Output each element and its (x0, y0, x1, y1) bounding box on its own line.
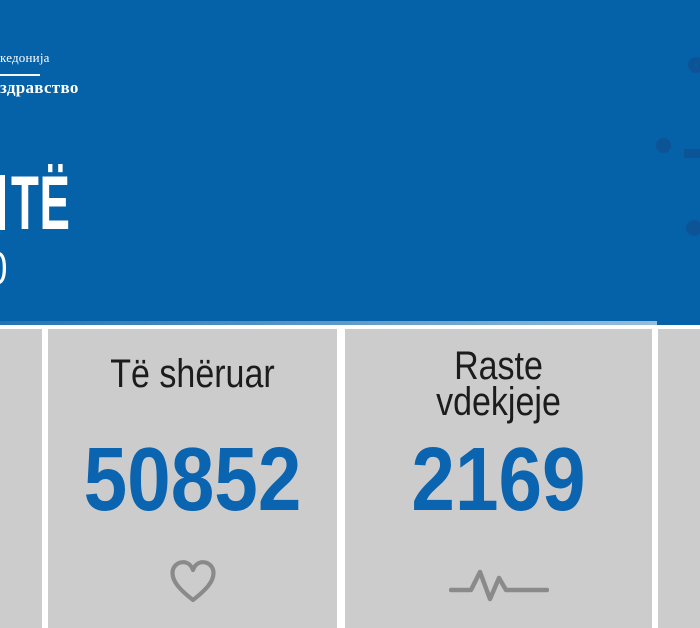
header-number: 0 (0, 245, 7, 291)
stat-label-line2: vdekjeje (436, 380, 561, 424)
stat-card-partial-left (0, 329, 42, 628)
heart-icon (169, 560, 216, 603)
stat-value: 2169 (411, 430, 586, 530)
logo-divider (0, 74, 40, 76)
logo-country-text: кедонија (0, 50, 50, 65)
stat-card-partial-right (658, 329, 700, 628)
node-ring-icon (686, 220, 700, 236)
logo-ministry-text: здравство (0, 78, 79, 97)
header-banner: кедонија здравство TË 0 (0, 0, 700, 325)
page-title: TË (11, 161, 71, 246)
node-connector-line (684, 149, 700, 158)
header-bottom-strip (0, 321, 657, 325)
stat-label-line1: Raste (454, 344, 543, 388)
stat-label: Raste vdekjeje (368, 344, 629, 424)
pulse-icon (448, 569, 549, 602)
stat-label: Të shëruar (110, 352, 275, 396)
node-ring-icon (656, 138, 671, 153)
stat-card-recovered: Të shëruar 50852 (48, 329, 337, 628)
stat-card-deaths: Raste vdekjeje 2169 (345, 329, 652, 628)
title-cutoff-letter (0, 175, 5, 230)
stat-icon-area (345, 568, 652, 602)
node-ring-icon (688, 57, 700, 73)
stat-value: 50852 (83, 430, 302, 530)
stat-icon-area (48, 558, 337, 604)
